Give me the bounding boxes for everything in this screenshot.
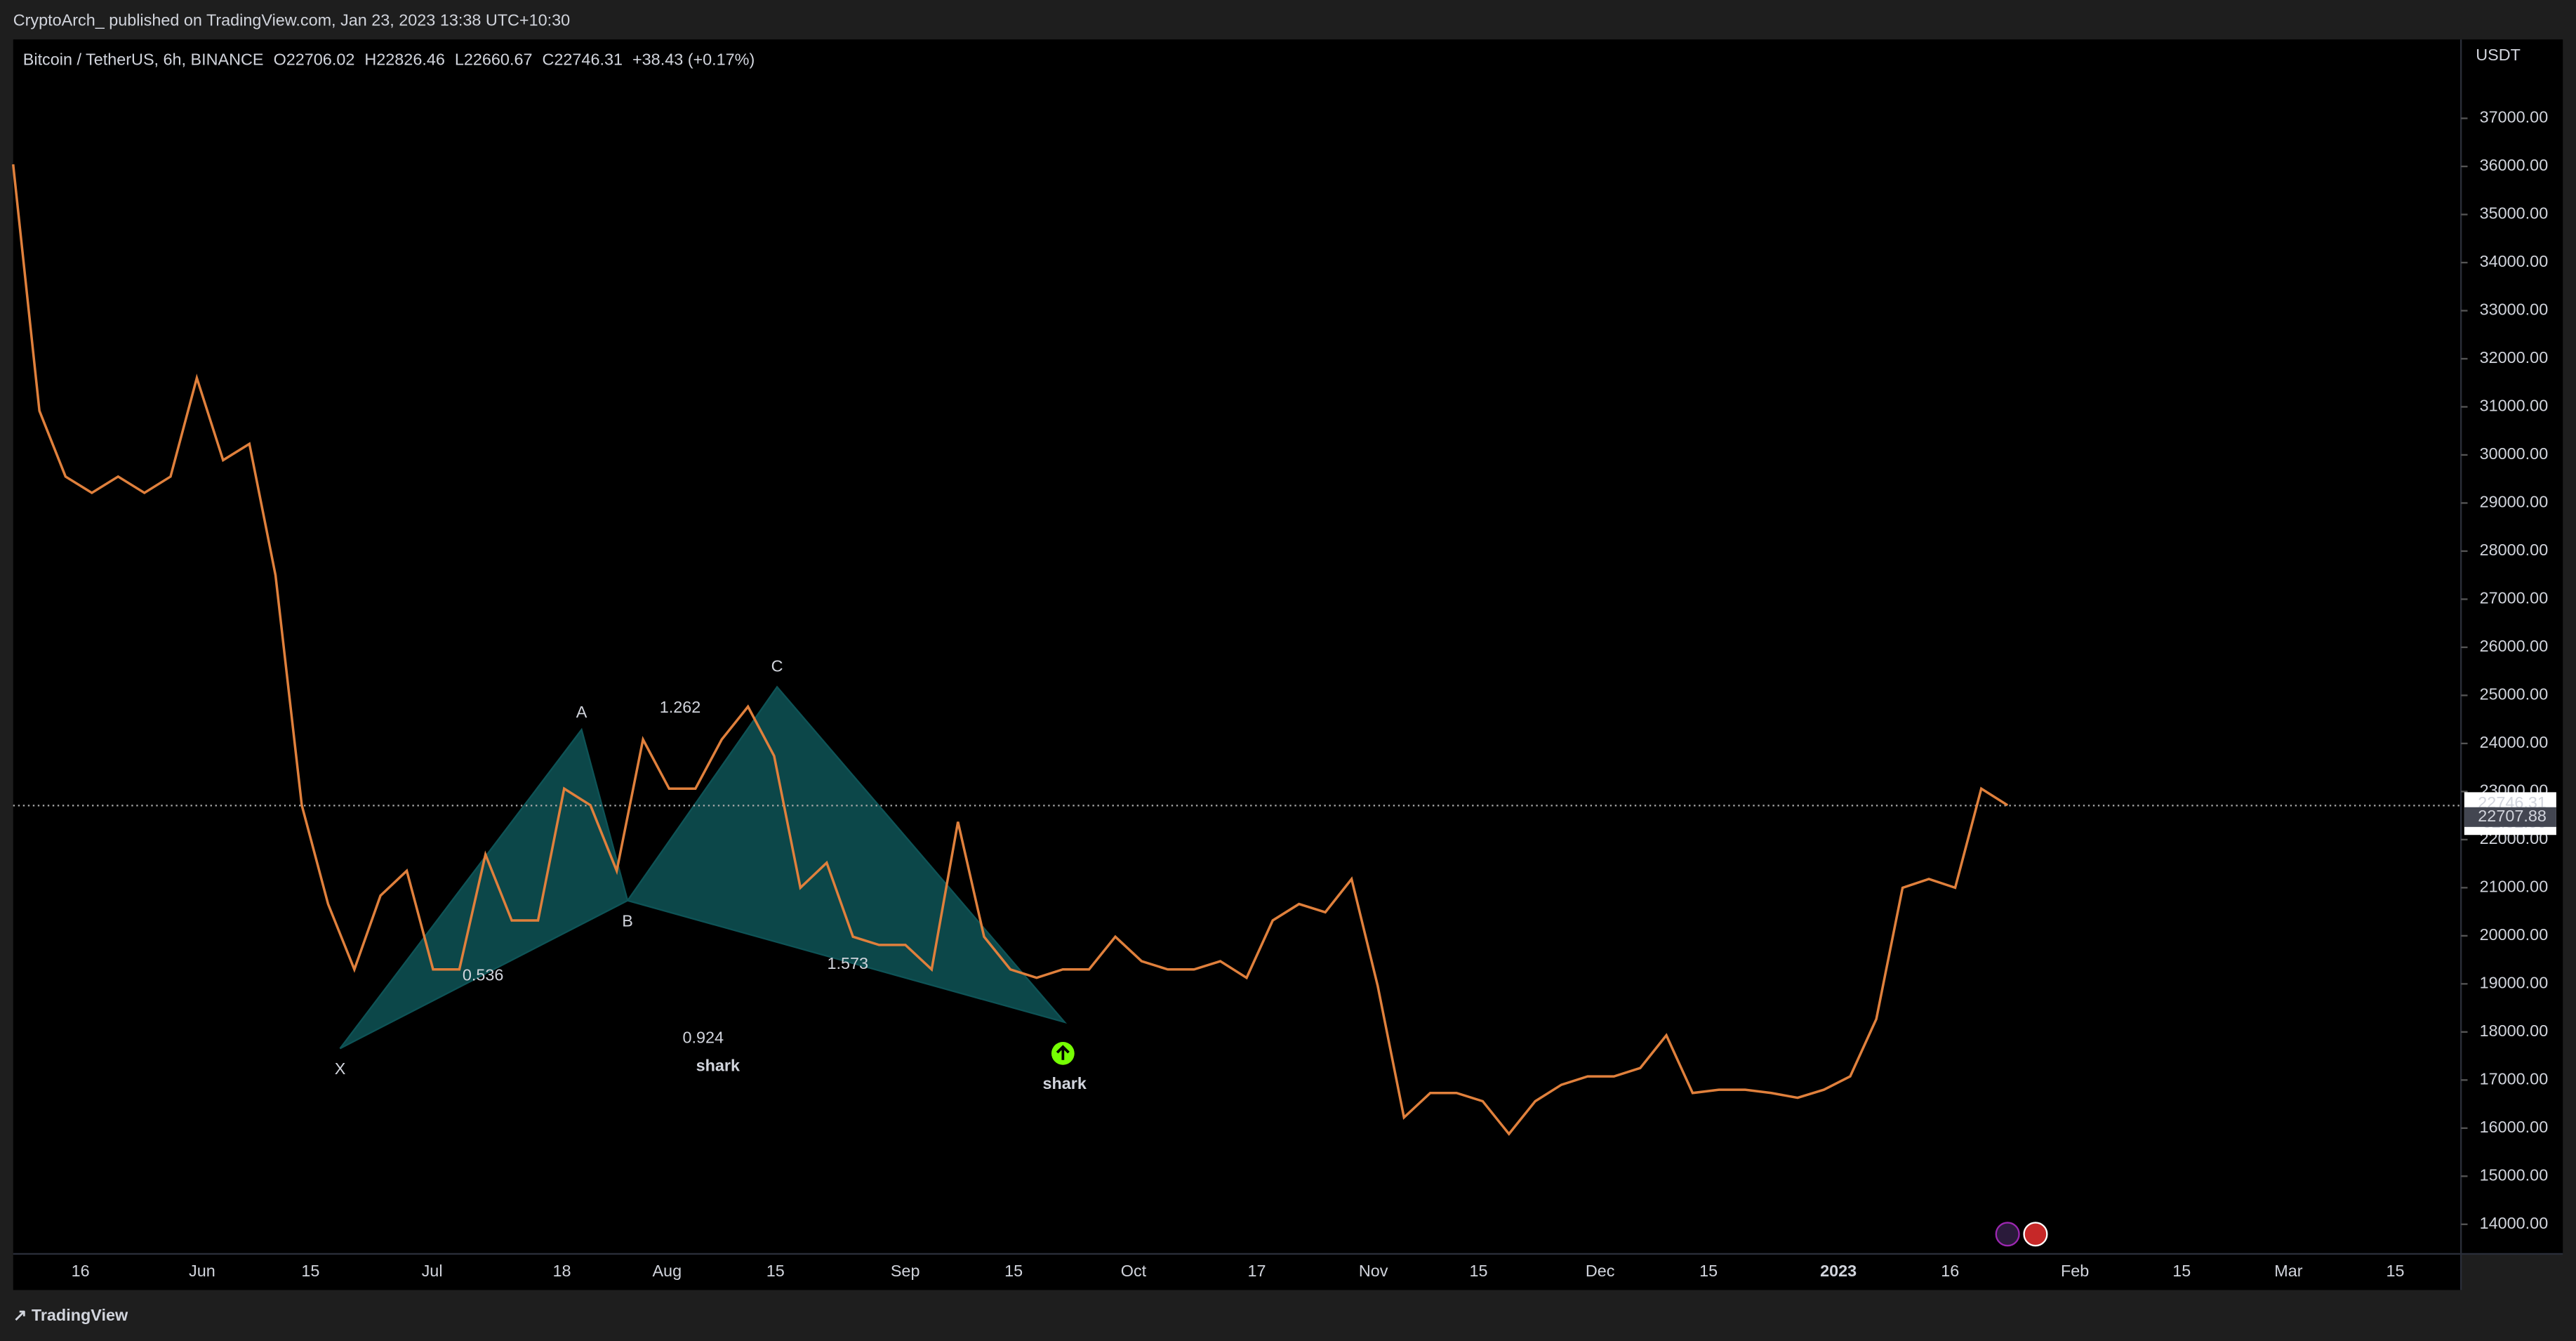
x-tick-label: Aug bbox=[652, 1262, 682, 1280]
point-label: C bbox=[771, 657, 783, 675]
x-tick-label: 16 bbox=[72, 1262, 90, 1280]
price-line-box bbox=[2464, 807, 2556, 827]
x-tick-label: Dec bbox=[1586, 1262, 1615, 1280]
y-tick-label: 30000.00 bbox=[2480, 444, 2549, 463]
point-label: A bbox=[576, 703, 587, 721]
y-tick-label: 17000.00 bbox=[2480, 1070, 2549, 1088]
pattern-leg bbox=[626, 685, 1068, 1024]
y-tick-label: 37000.00 bbox=[2480, 108, 2549, 126]
y-tick-label: 27000.00 bbox=[2480, 589, 2549, 607]
event-icon bbox=[1995, 1222, 2020, 1247]
price-line-label: 22707.88 bbox=[2478, 807, 2547, 825]
x-tick-label: 15 bbox=[1469, 1262, 1487, 1280]
y-tick-label: 32000.00 bbox=[2480, 348, 2549, 366]
x-tick-label: 16 bbox=[1941, 1262, 1959, 1280]
y-tick-label: 35000.00 bbox=[2480, 204, 2549, 223]
point-label: B bbox=[622, 911, 633, 930]
x-tick-label: Feb bbox=[2061, 1262, 2089, 1280]
low: L22660.67 bbox=[455, 51, 533, 69]
y-tick-label: 21000.00 bbox=[2480, 878, 2549, 896]
y-tick-label: 29000.00 bbox=[2480, 493, 2549, 511]
ratio-label: 1.573 bbox=[827, 954, 868, 972]
price-axis bbox=[2461, 39, 2563, 1254]
x-tick-label: 15 bbox=[766, 1262, 785, 1280]
y-tick-label: 15000.00 bbox=[2480, 1165, 2549, 1184]
y-tick-label: 28000.00 bbox=[2480, 541, 2549, 559]
signal-arrow bbox=[1056, 1045, 1070, 1060]
x-tick-label: 15 bbox=[2172, 1262, 2191, 1280]
high: H22826.46 bbox=[364, 51, 444, 69]
x-tick-label: 18 bbox=[552, 1262, 571, 1280]
change: +38.43 (+0.17%) bbox=[632, 51, 755, 69]
y-tick-label: 36000.00 bbox=[2480, 156, 2549, 174]
close: C22746.31 bbox=[543, 51, 623, 69]
symbol: Bitcoin / TetherUS, 6h, BINANCE bbox=[23, 51, 264, 69]
x-tick-label: 15 bbox=[1004, 1262, 1023, 1280]
currency: USDT bbox=[2476, 46, 2521, 64]
price-line-series bbox=[11, 164, 2009, 1136]
x-tick-label: Mar bbox=[2274, 1262, 2302, 1280]
ratio-label: 0.924 bbox=[682, 1028, 724, 1046]
footer-logo: ↗ TradingView bbox=[13, 1306, 128, 1324]
legend: Bitcoin / TetherUS, 6h, BINANCE O22706.02… bbox=[23, 51, 755, 69]
plot-area bbox=[13, 39, 2462, 1254]
y-tick-label: 26000.00 bbox=[2480, 637, 2549, 655]
x-tick-label: Nov bbox=[1359, 1262, 1388, 1280]
y-tick-label: 31000.00 bbox=[2480, 397, 2549, 415]
point-label: X bbox=[335, 1059, 346, 1078]
y-tick-label: 33000.00 bbox=[2480, 300, 2549, 319]
y-tick-label: 34000.00 bbox=[2480, 252, 2549, 270]
x-tick-label: Sep bbox=[891, 1262, 920, 1280]
x-tick-label: 15 bbox=[2386, 1262, 2405, 1280]
ratio-label: 1.262 bbox=[660, 698, 701, 716]
pattern-leg bbox=[339, 727, 629, 1050]
y-tick-label: 24000.00 bbox=[2480, 733, 2549, 751]
y-tick-label: 25000.00 bbox=[2480, 685, 2549, 703]
x-tick-label: Jun bbox=[189, 1262, 215, 1280]
x-tick-label: Oct bbox=[1121, 1262, 1147, 1280]
time-axis bbox=[13, 1253, 2462, 1290]
open: O22706.02 bbox=[274, 51, 355, 69]
signal-label: shark bbox=[1042, 1074, 1087, 1092]
x-tick-label: 17 bbox=[1248, 1262, 1266, 1280]
x-tick-label: 2023 bbox=[1820, 1262, 1857, 1280]
x-tick-label: Jul bbox=[422, 1262, 443, 1280]
footer-brand: TradingView bbox=[32, 1306, 128, 1324]
y-tick-label: 18000.00 bbox=[2480, 1022, 2549, 1040]
x-tick-label: 15 bbox=[301, 1262, 319, 1280]
harmonic-pattern: X A B C 0.536 1.262 1.573 0.924 shark sh… bbox=[335, 657, 1087, 1093]
y-tick-label: 19000.00 bbox=[2480, 974, 2549, 992]
x-tick-label: 15 bbox=[1699, 1262, 1718, 1280]
y-tick-label: 16000.00 bbox=[2480, 1118, 2549, 1136]
event-icon bbox=[2023, 1222, 2048, 1247]
pattern-name: shark bbox=[696, 1056, 741, 1074]
published-note: CryptoArch_ published on TradingView.com… bbox=[13, 11, 570, 29]
y-tick-label: 14000.00 bbox=[2480, 1214, 2549, 1232]
ratio-label: 0.536 bbox=[463, 966, 504, 984]
y-tick-label: 20000.00 bbox=[2480, 925, 2549, 944]
